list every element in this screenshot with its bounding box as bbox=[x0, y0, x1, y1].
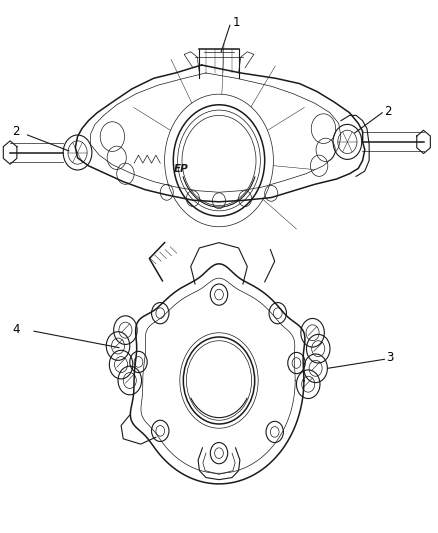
Text: 2: 2 bbox=[385, 104, 392, 118]
Text: 3: 3 bbox=[387, 351, 394, 364]
Text: EP: EP bbox=[173, 164, 188, 174]
Text: 1: 1 bbox=[233, 16, 240, 29]
Text: 4: 4 bbox=[12, 322, 20, 336]
Text: 2: 2 bbox=[12, 125, 20, 138]
